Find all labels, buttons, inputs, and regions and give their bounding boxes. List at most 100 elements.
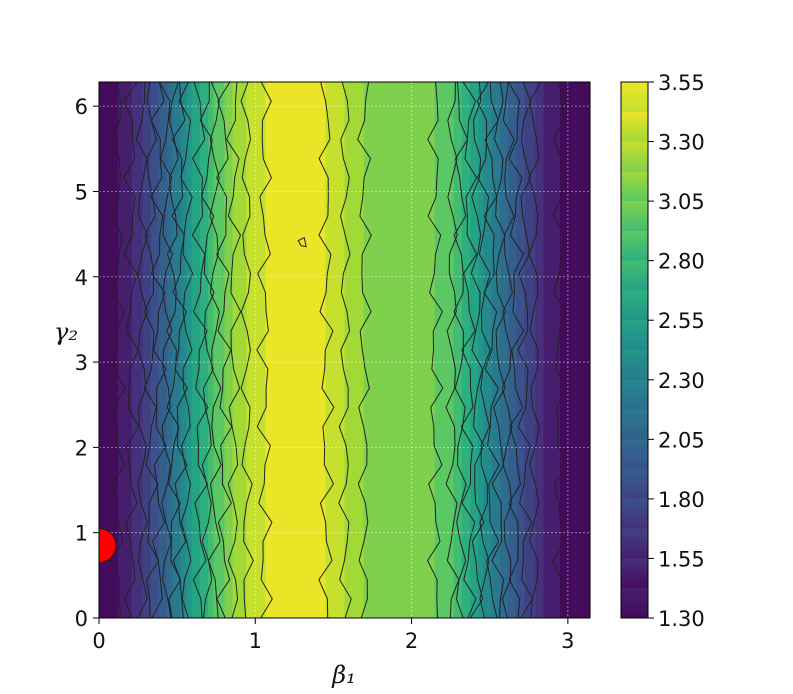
contour-band [423, 82, 427, 618]
x-tick-label: 3 [561, 629, 574, 653]
contour-line [158, 82, 173, 618]
contour-band [232, 82, 236, 618]
contour-band [300, 82, 305, 618]
contour-line [552, 82, 568, 618]
grid-lines [99, 82, 590, 618]
contour-band [568, 82, 572, 618]
contour-line [171, 82, 188, 618]
contour-band [499, 82, 504, 618]
contour-band [483, 82, 487, 618]
contour-band [134, 82, 138, 618]
contour-band [538, 82, 542, 618]
contour-band [199, 82, 204, 618]
contour-line [528, 82, 542, 618]
contour-band [284, 82, 288, 618]
contour-band [527, 82, 531, 618]
contour-band [99, 82, 103, 618]
contour-band [298, 82, 302, 618]
contour-line [453, 82, 469, 618]
y-tick-label: 6 [75, 95, 88, 119]
contour-band [202, 82, 206, 618]
contour-line [491, 82, 507, 618]
colorbar-tick-label: 1.30 [658, 607, 705, 631]
contour-line [460, 82, 478, 618]
contour-line [469, 82, 485, 618]
contour-band [156, 82, 160, 618]
contour-band [131, 82, 136, 618]
contour-band [535, 82, 539, 618]
contour-band [191, 82, 196, 618]
x-tick-label: 0 [92, 629, 105, 653]
contour-band [189, 82, 193, 618]
contour-band [349, 82, 354, 618]
contour-band [464, 82, 468, 618]
contour-band [137, 82, 141, 618]
contour-band [167, 82, 171, 618]
contour-band [257, 82, 261, 618]
colorbar-tick-label: 2.30 [658, 369, 705, 393]
colorbar-tick-label: 1.55 [658, 547, 705, 571]
contour-band [521, 82, 526, 618]
contour-band [246, 82, 250, 618]
contour-band [112, 82, 116, 618]
contour-band [101, 82, 106, 618]
contour-band [120, 82, 125, 618]
contour-band [180, 82, 185, 618]
contour-band [437, 82, 441, 618]
contour-band [240, 82, 245, 618]
contour-band [262, 82, 266, 618]
plot-area [82, 82, 590, 618]
contour-band [330, 82, 335, 618]
contour-line [501, 82, 515, 618]
contour-band [197, 82, 201, 618]
optimum-marker[interactable] [82, 527, 117, 563]
contour-band [341, 82, 346, 618]
contour-band [126, 82, 130, 618]
contour-band [584, 82, 588, 618]
contour-line [178, 82, 194, 618]
contour-band [415, 82, 419, 618]
colorbar-tick-label: 1.80 [658, 488, 705, 512]
contour-band [194, 82, 198, 618]
contour-band [491, 82, 496, 618]
contour-band [540, 82, 545, 618]
contour-band [306, 82, 310, 618]
contour-band [453, 82, 457, 618]
contour-band [393, 82, 397, 618]
contour-line [338, 82, 352, 618]
contour-band [459, 82, 463, 618]
contour-band [557, 82, 561, 618]
y-axis-ticks: 0 1 2 3 4 5 6 [75, 95, 99, 631]
contour-band [450, 82, 455, 618]
y-tick-label: 2 [75, 436, 88, 460]
contour-band [150, 82, 155, 618]
contour-band [333, 82, 337, 618]
contour-band [497, 82, 501, 618]
contour-band [442, 82, 447, 618]
contour-band [379, 82, 384, 618]
contour-band [519, 82, 523, 618]
contour-band [524, 82, 528, 618]
contour-band [404, 82, 408, 618]
contour-line [109, 82, 126, 618]
contour-band [322, 82, 327, 618]
contour-band [270, 82, 275, 618]
contour-band [210, 82, 215, 618]
contour-band [390, 82, 395, 618]
contour-band [183, 82, 187, 618]
contour-line [445, 82, 460, 618]
colorbar-tick-label: 2.05 [658, 428, 705, 452]
contour-band [486, 82, 490, 618]
contour-band [551, 82, 556, 618]
contour-band [396, 82, 400, 618]
contour-band [104, 82, 108, 618]
contour-band [554, 82, 558, 618]
contour-band [412, 82, 417, 618]
colorbar-tick-label: 2.80 [658, 250, 705, 274]
contour-band [238, 82, 242, 618]
plot-frame [98, 81, 591, 619]
x-tick-label: 1 [249, 629, 262, 653]
contour-line [427, 82, 444, 618]
contour-line [226, 82, 242, 618]
contour-band [581, 82, 586, 618]
